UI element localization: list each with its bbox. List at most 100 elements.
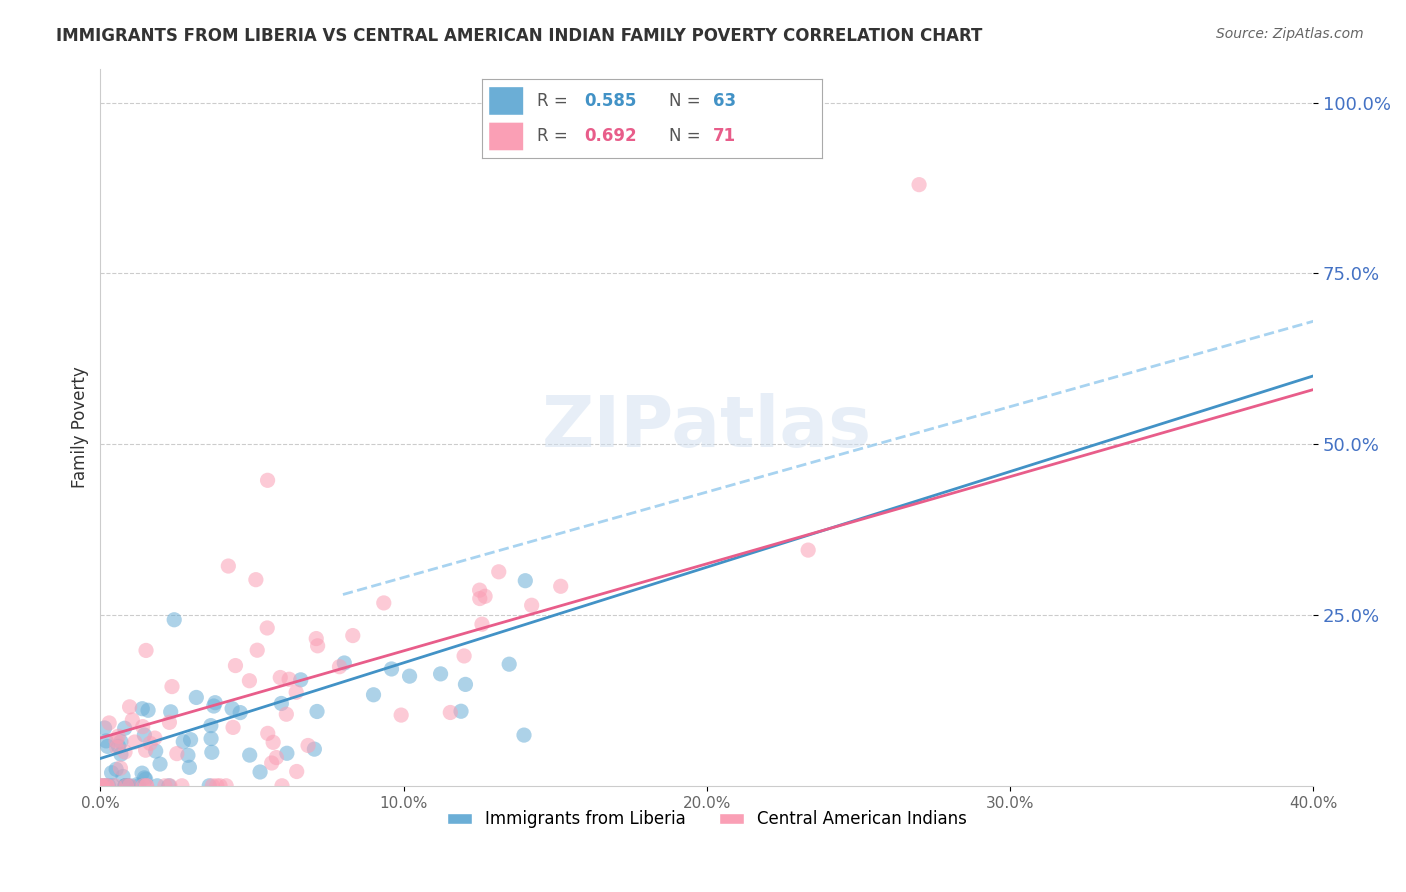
Immigrants from Liberia bbox=[114, 779, 136, 793]
Immigrants from Liberia bbox=[157, 779, 180, 793]
Central American Indians bbox=[131, 720, 153, 734]
Immigrants from Liberia bbox=[94, 779, 117, 793]
Central American Indians bbox=[166, 747, 188, 761]
Immigrants from Liberia bbox=[93, 721, 115, 735]
Central American Indians bbox=[159, 779, 181, 793]
Immigrants from Liberia bbox=[131, 702, 153, 716]
Central American Indians bbox=[276, 707, 298, 722]
Central American Indians bbox=[328, 659, 350, 673]
Central American Indians bbox=[439, 706, 461, 720]
Immigrants from Liberia bbox=[333, 656, 356, 670]
Text: Source: ZipAtlas.com: Source: ZipAtlas.com bbox=[1216, 27, 1364, 41]
Immigrants from Liberia bbox=[114, 721, 136, 735]
Immigrants from Liberia bbox=[100, 765, 122, 780]
Immigrants from Liberia bbox=[204, 696, 226, 710]
Central American Indians bbox=[90, 779, 112, 793]
Immigrants from Liberia bbox=[177, 748, 200, 763]
Immigrants from Liberia bbox=[202, 699, 225, 714]
Central American Indians bbox=[157, 715, 180, 730]
Immigrants from Liberia bbox=[239, 748, 262, 763]
Immigrants from Liberia bbox=[513, 728, 536, 742]
Immigrants from Liberia bbox=[163, 613, 186, 627]
Central American Indians bbox=[115, 779, 138, 793]
Central American Indians bbox=[143, 731, 166, 745]
Legend: Immigrants from Liberia, Central American Indians: Immigrants from Liberia, Central America… bbox=[440, 804, 974, 835]
Central American Indians bbox=[96, 779, 118, 793]
Central American Indians bbox=[160, 680, 183, 694]
Central American Indians bbox=[342, 629, 364, 643]
Immigrants from Liberia bbox=[112, 769, 135, 783]
Central American Indians bbox=[121, 713, 143, 727]
Immigrants from Liberia bbox=[110, 747, 132, 761]
Immigrants from Liberia bbox=[454, 677, 477, 691]
Immigrants from Liberia bbox=[91, 779, 114, 793]
Central American Indians bbox=[170, 779, 193, 793]
Immigrants from Liberia bbox=[200, 731, 222, 746]
Immigrants from Liberia bbox=[305, 705, 328, 719]
Central American Indians bbox=[105, 740, 128, 755]
Immigrants from Liberia bbox=[398, 669, 420, 683]
Central American Indians bbox=[153, 779, 176, 793]
Central American Indians bbox=[98, 715, 121, 730]
Central American Indians bbox=[118, 699, 141, 714]
Y-axis label: Family Poverty: Family Poverty bbox=[72, 367, 89, 488]
Immigrants from Liberia bbox=[290, 673, 312, 687]
Central American Indians bbox=[110, 761, 132, 775]
Central American Indians bbox=[373, 596, 395, 610]
Central American Indians bbox=[471, 617, 494, 632]
Central American Indians bbox=[124, 735, 146, 749]
Central American Indians bbox=[271, 779, 294, 793]
Immigrants from Liberia bbox=[117, 779, 139, 793]
Immigrants from Liberia bbox=[515, 574, 537, 588]
Immigrants from Liberia bbox=[97, 739, 120, 754]
Central American Indians bbox=[201, 779, 224, 793]
Immigrants from Liberia bbox=[498, 657, 520, 672]
Immigrants from Liberia bbox=[135, 772, 157, 787]
Central American Indians bbox=[908, 178, 931, 192]
Central American Indians bbox=[90, 779, 112, 793]
Immigrants from Liberia bbox=[146, 779, 169, 793]
Immigrants from Liberia bbox=[128, 779, 150, 793]
Central American Indians bbox=[91, 779, 114, 793]
Immigrants from Liberia bbox=[221, 701, 243, 715]
Immigrants from Liberia bbox=[134, 771, 156, 785]
Central American Indians bbox=[238, 673, 260, 688]
Immigrants from Liberia bbox=[115, 779, 138, 793]
Central American Indians bbox=[256, 621, 278, 635]
Immigrants from Liberia bbox=[110, 734, 132, 748]
Immigrants from Liberia bbox=[201, 745, 224, 759]
Central American Indians bbox=[468, 591, 491, 606]
Central American Indians bbox=[285, 685, 308, 699]
Immigrants from Liberia bbox=[172, 734, 194, 748]
Text: ZIPatlas: ZIPatlas bbox=[541, 392, 872, 462]
Immigrants from Liberia bbox=[363, 688, 385, 702]
Central American Indians bbox=[520, 599, 543, 613]
Immigrants from Liberia bbox=[450, 704, 472, 718]
Immigrants from Liberia bbox=[94, 734, 117, 748]
Central American Indians bbox=[262, 735, 284, 749]
Central American Indians bbox=[208, 779, 231, 793]
Immigrants from Liberia bbox=[249, 764, 271, 779]
Central American Indians bbox=[222, 720, 245, 734]
Immigrants from Liberia bbox=[118, 779, 141, 793]
Immigrants from Liberia bbox=[198, 779, 221, 793]
Central American Indians bbox=[468, 583, 491, 598]
Central American Indians bbox=[256, 726, 278, 740]
Central American Indians bbox=[135, 743, 157, 757]
Central American Indians bbox=[389, 708, 412, 723]
Central American Indians bbox=[453, 648, 475, 663]
Immigrants from Liberia bbox=[380, 662, 402, 676]
Central American Indians bbox=[135, 779, 157, 793]
Immigrants from Liberia bbox=[101, 779, 124, 793]
Central American Indians bbox=[105, 734, 128, 748]
Central American Indians bbox=[107, 729, 129, 743]
Central American Indians bbox=[266, 750, 288, 764]
Central American Indians bbox=[474, 589, 496, 603]
Immigrants from Liberia bbox=[131, 766, 153, 780]
Central American Indians bbox=[269, 671, 291, 685]
Immigrants from Liberia bbox=[200, 718, 222, 732]
Central American Indians bbox=[488, 565, 510, 579]
Central American Indians bbox=[246, 643, 269, 657]
Central American Indians bbox=[245, 573, 267, 587]
Immigrants from Liberia bbox=[304, 742, 326, 756]
